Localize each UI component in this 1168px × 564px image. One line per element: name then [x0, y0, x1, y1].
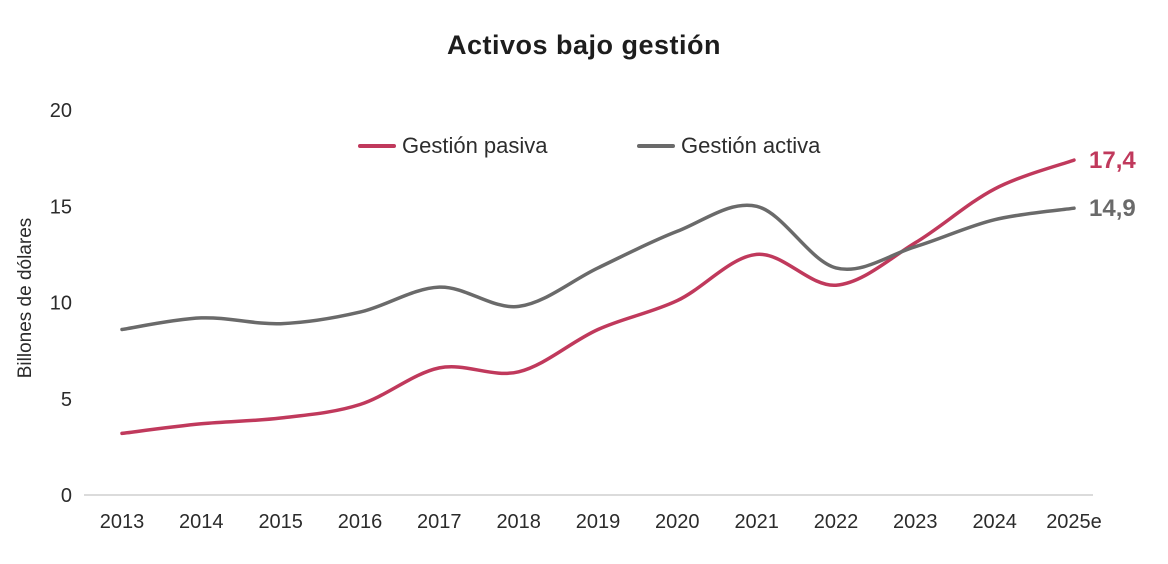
- legend-swatch-activa: [637, 144, 675, 148]
- x-tick-label: 2015: [258, 511, 303, 533]
- x-tick-label: 2021: [734, 511, 779, 533]
- x-tick-label: 2024: [972, 511, 1017, 533]
- legend-label-activa: Gestión activa: [681, 133, 821, 158]
- x-tick-label: 2025e: [1046, 511, 1102, 533]
- x-tick-label: 2023: [893, 511, 938, 533]
- y-tick-label: 5: [61, 389, 72, 411]
- x-tick-label: 2014: [179, 511, 224, 533]
- end-label-pasiva: 17,4: [1089, 147, 1136, 174]
- x-tick-label: 2013: [100, 511, 145, 533]
- legend-item-pasiva: Gestión pasiva: [358, 133, 548, 159]
- x-tick-label: 2020: [655, 511, 700, 533]
- y-tick-label: 10: [50, 293, 72, 315]
- y-tick-label: 15: [50, 196, 72, 218]
- x-tick-label: 2019: [576, 511, 621, 533]
- y-tick-label: 0: [61, 485, 72, 507]
- legend-item-activa: Gestión activa: [637, 133, 820, 159]
- series-line-activa: [120, 203, 1076, 332]
- y-tick-label: 20: [50, 100, 72, 122]
- x-tick-label: 2017: [417, 511, 462, 533]
- series-line-pasiva: [120, 158, 1076, 436]
- end-label-activa: 14,9: [1089, 195, 1136, 222]
- x-tick-label: 2016: [338, 511, 383, 533]
- chart-title: Activos bajo gestión: [446, 30, 722, 60]
- x-tick-label: 2022: [814, 511, 859, 533]
- legend-swatch-pasiva: [358, 144, 396, 148]
- legend-label-pasiva: Gestión pasiva: [402, 133, 548, 158]
- x-tick-label: 2018: [496, 511, 541, 533]
